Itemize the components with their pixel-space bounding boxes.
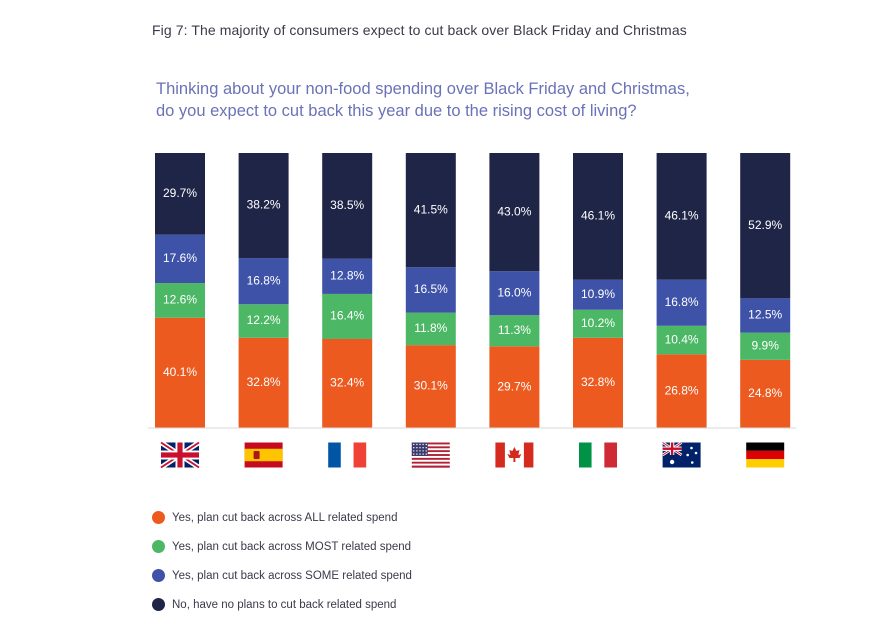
bar-uk-most <box>155 283 205 318</box>
label-australia-some: 16.8% <box>665 295 699 309</box>
legend-item-all: Yes, plan cut back across ALL related sp… <box>152 503 412 532</box>
bar-uk-all <box>155 317 205 428</box>
canada-flag-icon <box>495 442 534 468</box>
label-uk-all: 40.1% <box>163 365 197 379</box>
bar-france-none <box>322 153 373 259</box>
australia-flag-icon <box>661 441 701 468</box>
bar-uk-none <box>155 153 205 235</box>
label-france-some: 12.8% <box>330 269 364 283</box>
label-canada-most: 11.3% <box>498 323 531 337</box>
bar-canada-all <box>489 346 540 428</box>
label-australia-most: 10.4% <box>665 332 699 346</box>
figure-title: Fig 7: The majority of consumers expect … <box>152 22 687 38</box>
label-italy-none: 46.1% <box>581 209 615 223</box>
legend-item-none: No, have no plans to cut back related sp… <box>152 590 412 619</box>
france-flag-icon <box>328 442 367 468</box>
label-spain-some: 16.8% <box>247 273 281 287</box>
legend-dot-most <box>152 540 165 553</box>
label-france-all: 32.4% <box>330 376 364 390</box>
label-spain-all: 32.8% <box>247 375 281 389</box>
label-usa-all: 30.1% <box>414 379 448 393</box>
bar-italy-none <box>573 153 623 280</box>
legend-dot-none <box>152 598 165 611</box>
legend-dot-all <box>152 511 165 524</box>
bar-germany-all <box>740 359 791 428</box>
label-usa-some: 16.5% <box>414 282 448 296</box>
chart-question: Thinking about your non-food spending ov… <box>156 78 776 122</box>
bar-italy-all <box>573 337 623 428</box>
bar-usa-none <box>405 153 456 268</box>
legend-dot-some <box>152 569 165 582</box>
label-usa-most: 11.8% <box>414 321 447 335</box>
legend-label-most: Yes, plan cut back across MOST related s… <box>172 540 412 553</box>
bar-canada-most <box>489 315 540 347</box>
legend-label-some: Yes, plan cut back across SOME related s… <box>172 569 412 582</box>
italy-flag-icon <box>579 442 617 468</box>
label-canada-some: 16.0% <box>497 285 531 299</box>
label-france-none: 38.5% <box>330 198 364 212</box>
label-canada-none: 43.0% <box>497 204 531 218</box>
label-spain-none: 38.2% <box>247 198 281 212</box>
legend: Yes, plan cut back across ALL related sp… <box>152 503 412 619</box>
bar-germany-most <box>740 332 791 360</box>
bar-australia-most <box>656 325 707 355</box>
germany-flag-icon <box>746 442 785 468</box>
label-germany-some: 12.5% <box>748 308 782 322</box>
legend-item-some: Yes, plan cut back across SOME related s… <box>152 561 412 590</box>
bar-uk-some <box>155 234 205 284</box>
uk-flag-icon <box>159 440 201 470</box>
bar-spain-none <box>238 153 289 259</box>
usa-flag-icon <box>411 442 450 468</box>
stacked-bar-chart: 40.1% 12.6% 17.6% 29.7% 32.8% 12.2% 16.8% 38.2%… <box>148 153 796 470</box>
spain-flag-icon <box>244 442 283 468</box>
label-uk-none: 29.7% <box>163 186 197 200</box>
bar-italy-some <box>573 279 623 310</box>
label-canada-all: 29.7% <box>497 379 531 393</box>
label-italy-most: 10.2% <box>581 316 615 330</box>
label-germany-none: 52.9% <box>748 218 782 232</box>
bar-canada-none <box>489 153 540 272</box>
label-australia-all: 26.8% <box>665 383 699 397</box>
bar-australia-none <box>656 153 707 280</box>
bar-france-most <box>322 293 373 339</box>
label-uk-most: 12.6% <box>163 293 197 307</box>
question-line-2: do you expect to cut back this year due … <box>156 102 637 120</box>
label-germany-all: 24.8% <box>748 386 782 400</box>
bar-usa-most <box>405 312 456 346</box>
bar-australia-all <box>656 354 707 428</box>
bar-australia-some <box>656 279 707 326</box>
legend-item-most: Yes, plan cut back across MOST related s… <box>152 532 412 561</box>
label-australia-none: 46.1% <box>665 208 699 222</box>
label-italy-all: 32.8% <box>581 375 615 389</box>
flags-group <box>159 440 785 470</box>
bar-germany-some <box>740 298 791 333</box>
label-italy-some: 10.9% <box>581 287 615 301</box>
bar-canada-some <box>489 271 540 316</box>
label-spain-most: 12.2% <box>247 313 281 327</box>
label-uk-some: 17.6% <box>163 251 197 265</box>
question-line-1: Thinking about your non-food spending ov… <box>156 80 690 98</box>
bar-spain-some <box>238 258 289 305</box>
label-usa-none: 41.5% <box>414 202 448 216</box>
bars-group: 40.1% 12.6% 17.6% 29.7% 32.8% 12.2% 16.8% 38.2%… <box>155 153 791 428</box>
legend-label-none: No, have no plans to cut back related sp… <box>172 598 397 611</box>
bar-france-all <box>322 338 373 428</box>
bar-spain-most <box>238 304 289 338</box>
bar-usa-all <box>405 345 456 428</box>
label-germany-most: 9.9% <box>752 338 780 352</box>
bar-usa-some <box>405 267 456 313</box>
bar-germany-none <box>740 153 791 299</box>
bar-france-some <box>322 258 373 294</box>
legend-label-all: Yes, plan cut back across ALL related sp… <box>172 511 398 524</box>
label-france-most: 16.4% <box>330 309 364 323</box>
bar-spain-all <box>238 337 289 428</box>
bar-italy-most <box>573 309 623 338</box>
